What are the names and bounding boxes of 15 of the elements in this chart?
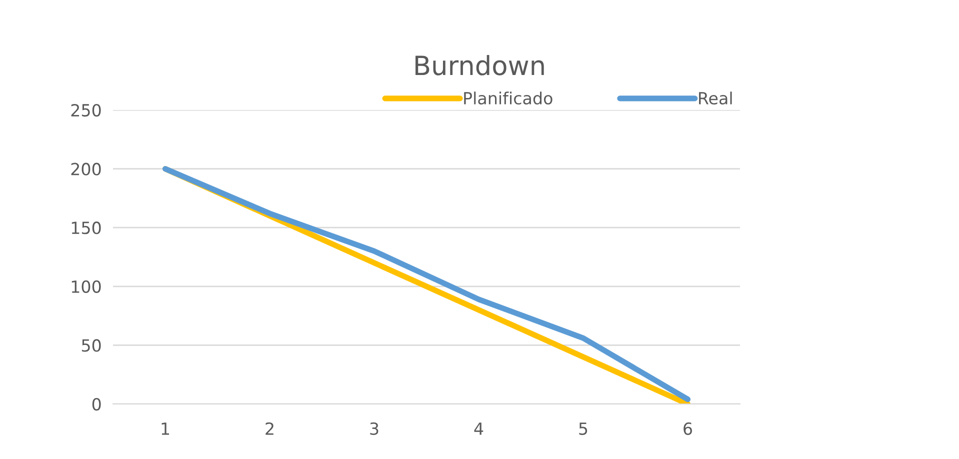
y-tick-label: 200 <box>71 162 101 176</box>
x-tick-label: 2 <box>266 422 274 435</box>
x-tick-label: 6 <box>684 422 692 435</box>
y-tick-label: 0 <box>92 398 101 411</box>
x-tick-label: 4 <box>474 422 484 435</box>
y-tick-label: 100 <box>72 280 101 293</box>
legend-label: Planificado <box>464 92 552 105</box>
x-tick-label: 5 <box>579 422 588 435</box>
x-tick-label: 1 <box>162 422 170 435</box>
x-tick-label: 3 <box>370 422 378 435</box>
y-tick-label: 50 <box>82 339 101 352</box>
y-tick-label: 150 <box>72 222 101 234</box>
legend-label: Real <box>699 92 732 105</box>
y-tick-label: 250 <box>71 104 101 117</box>
chart-title: Burndown <box>416 55 544 76</box>
